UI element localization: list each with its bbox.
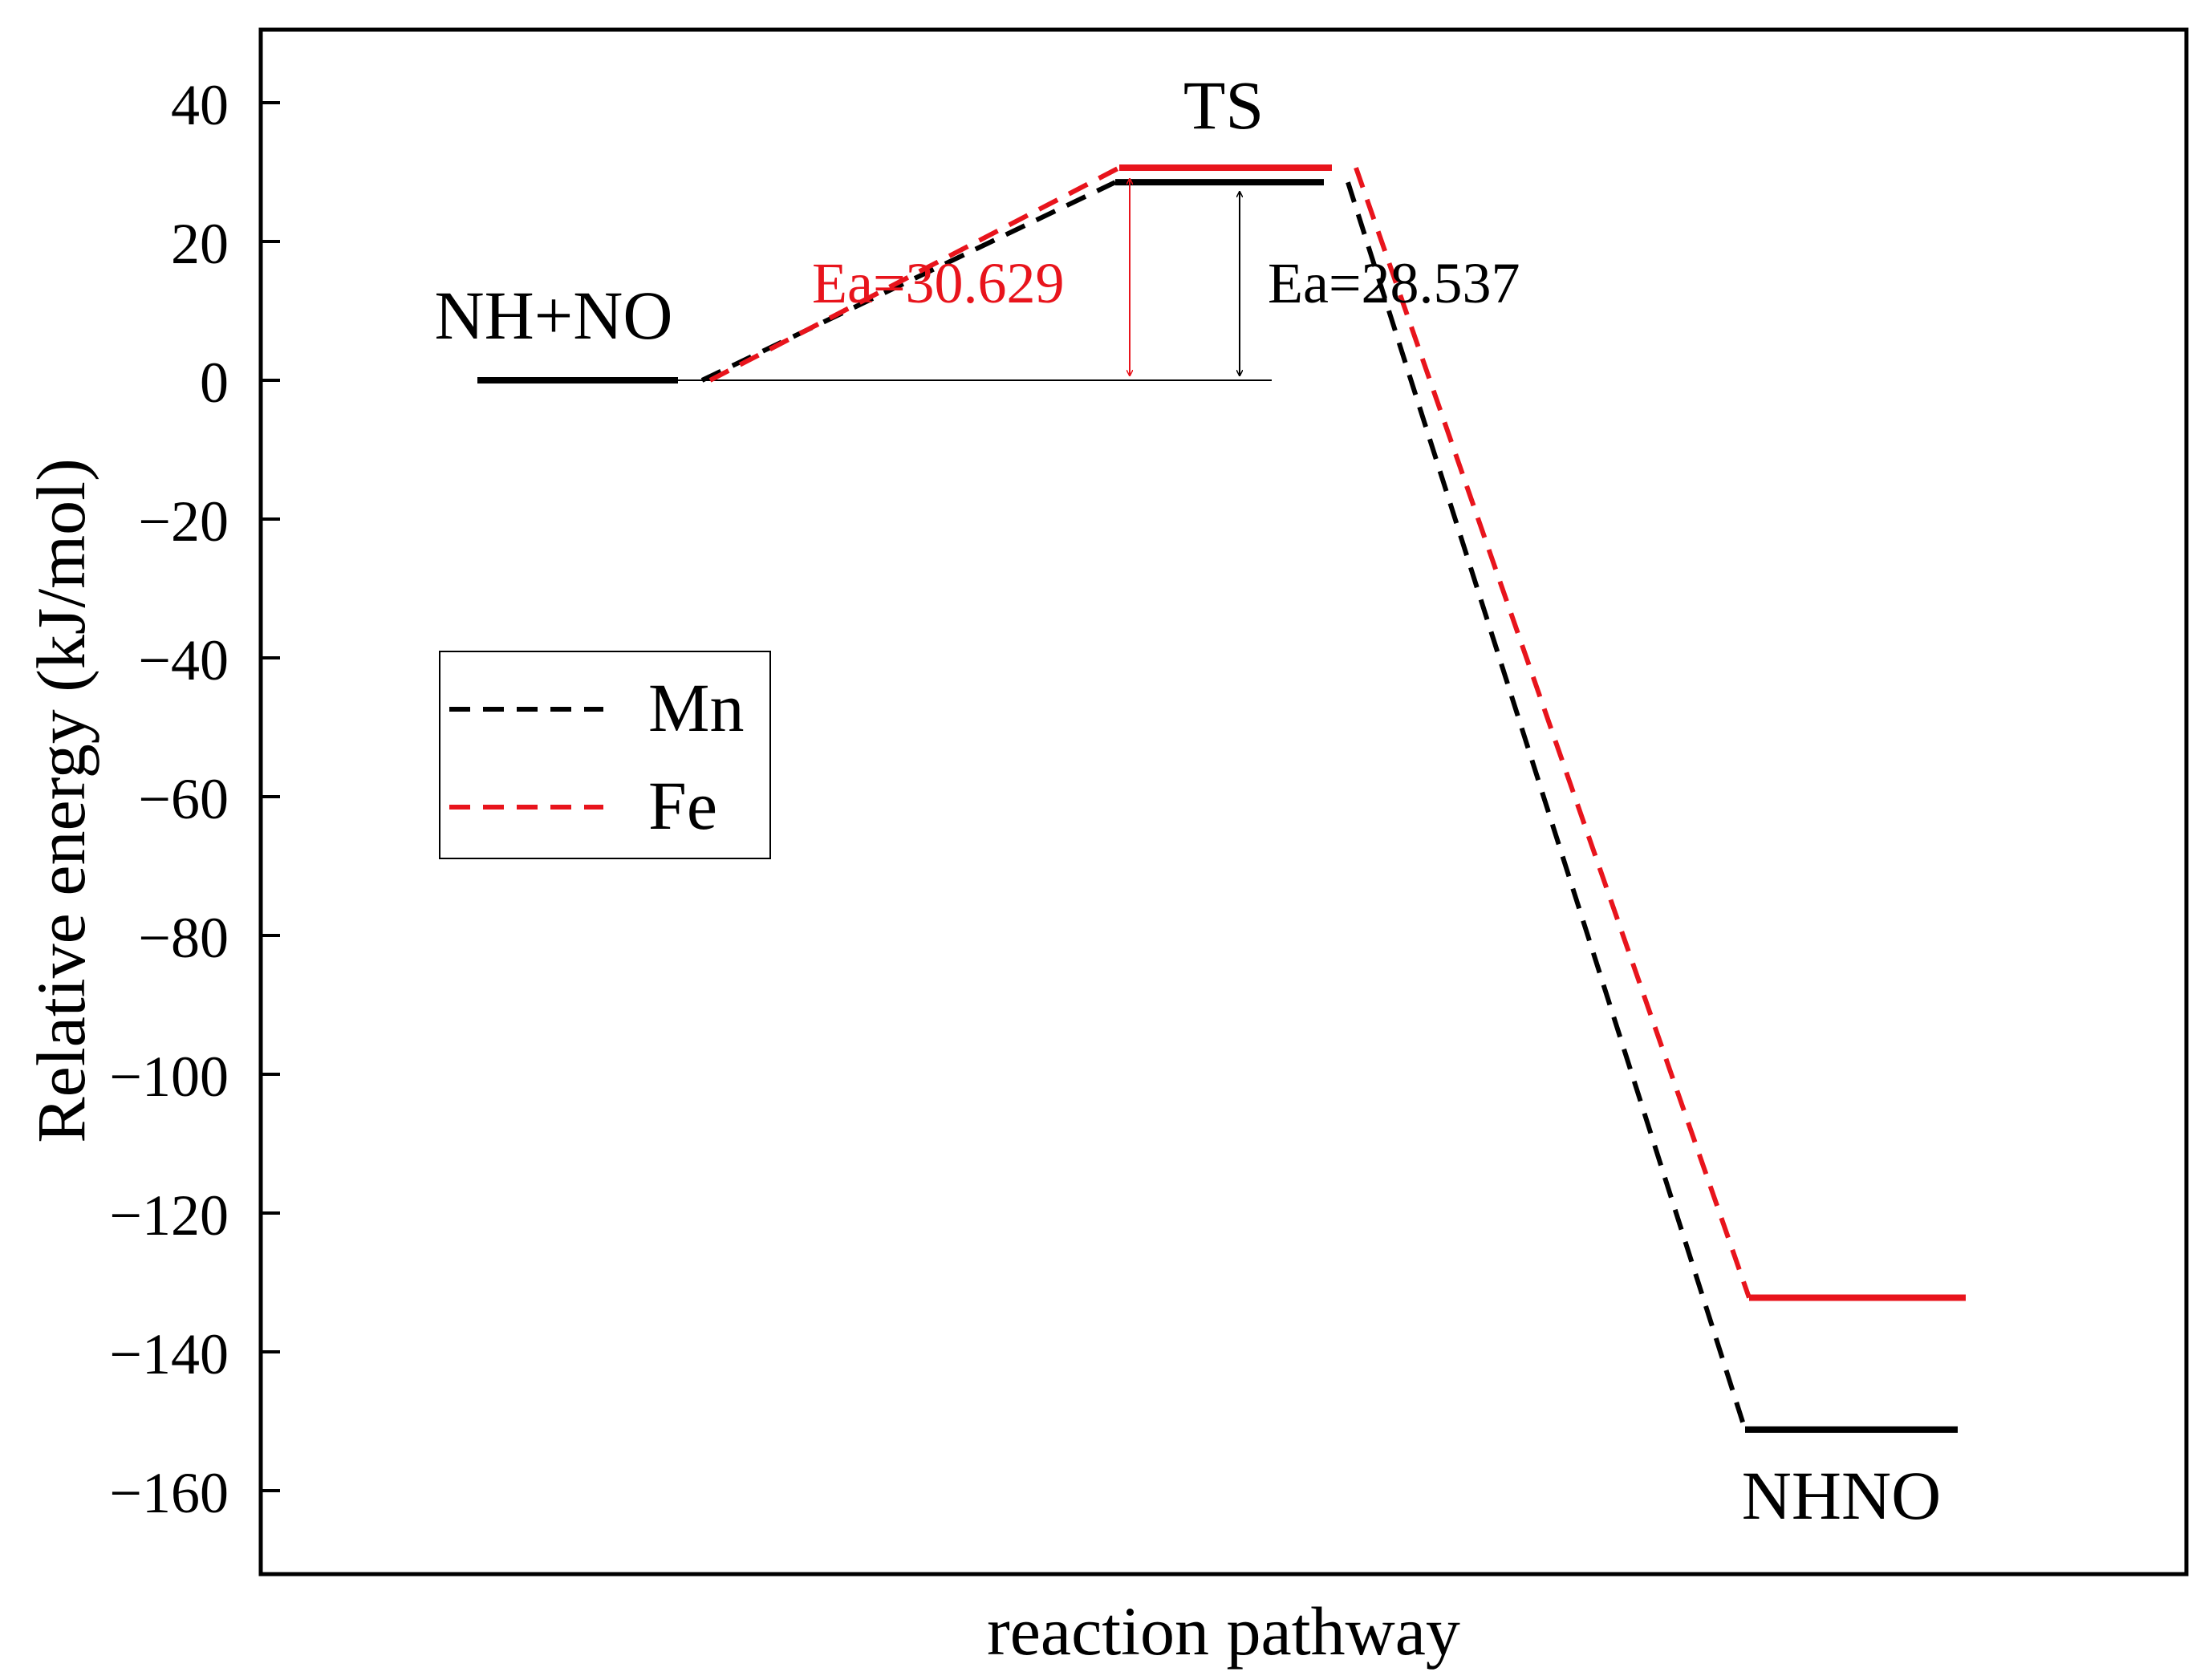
y-tick-label: 0 [200, 351, 229, 415]
y-tick-label: 20 [171, 212, 229, 276]
connector-mn-1 [1346, 181, 1748, 1430]
legend: Mn Fe [439, 651, 771, 859]
state-label-ts: TS [1183, 67, 1264, 144]
plot-frame [258, 27, 2189, 1577]
y-tick-label: −160 [109, 1461, 229, 1525]
legend-label-mn: Mn [648, 669, 744, 746]
y-axis: 40 20 0 −20 −40 −60 −80 −100 −120 −140 −160 [109, 73, 280, 1525]
connector-fe-1 [1354, 167, 1752, 1299]
state-label-nh-no: NH+NO [435, 277, 673, 354]
series-fe [708, 164, 1966, 1301]
state-label-nhno: NHNO [1742, 1457, 1941, 1534]
y-tick-label: −80 [138, 906, 229, 970]
y-tick-label: 40 [171, 73, 229, 137]
ea-label-fe: Ea=30.629 [812, 251, 1065, 315]
legend-box [439, 651, 771, 859]
y-tick-label: −60 [138, 767, 229, 831]
y-tick-label: −100 [109, 1045, 229, 1109]
x-axis-label: reaction pathway [987, 1593, 1460, 1670]
y-tick-label: −40 [138, 628, 229, 692]
ea-label-mn: Ea=28.537 [1268, 251, 1520, 315]
y-tick-label: −20 [138, 489, 229, 554]
y-tick-label: −140 [109, 1322, 229, 1386]
y-axis-label: Relative energy (kJ/mol) [22, 458, 99, 1142]
legend-label-fe: Fe [648, 767, 717, 844]
connector-fe-0 [708, 165, 1121, 383]
y-tick-label: −120 [109, 1183, 229, 1248]
